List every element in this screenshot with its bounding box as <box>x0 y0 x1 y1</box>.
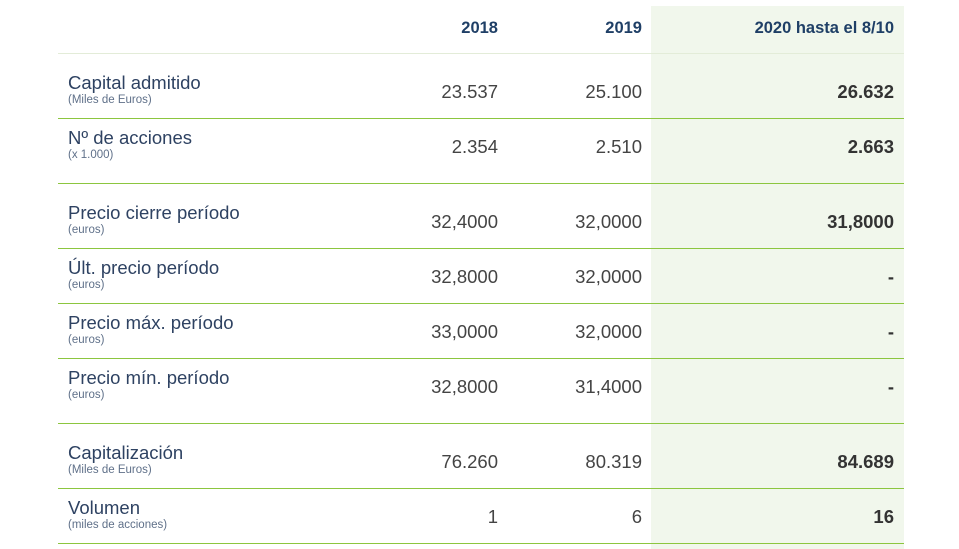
table-row: Precio máx. período (euros) 33,0000 32,0… <box>0 313 959 353</box>
row-divider <box>58 248 904 249</box>
row-label: Precio máx. período (euros) <box>68 313 234 347</box>
row-divider <box>58 543 904 544</box>
cell-2020: 84.689 <box>837 451 894 472</box>
row-divider <box>58 118 904 119</box>
row-unit: (euros) <box>68 389 105 401</box>
cell-2019: 32,0000 <box>575 321 642 342</box>
header-divider <box>58 53 904 54</box>
row-unit: (euros) <box>68 224 105 236</box>
row-title: Volumen <box>68 497 140 518</box>
row-title: Nº de acciones <box>68 127 192 148</box>
cell-2018: 23.537 <box>441 81 498 102</box>
row-label: Capital admitido (Miles de Euros) <box>68 73 201 107</box>
cell-2020: 2.663 <box>847 136 894 157</box>
row-title: Capital admitido <box>68 72 201 93</box>
row-title: Precio máx. período <box>68 312 234 333</box>
group-divider <box>58 423 904 424</box>
cell-2019: 2.510 <box>595 136 642 157</box>
row-divider <box>58 303 904 304</box>
header-2020: 2020 hasta el 8/10 <box>754 19 894 37</box>
cell-2020: 31,8000 <box>827 211 894 232</box>
row-title: Capitalización <box>68 442 184 463</box>
cell-2020: 26.632 <box>837 81 894 102</box>
cell-2019: 6 <box>631 506 642 527</box>
row-unit: (Miles de Euros) <box>68 94 152 106</box>
cell-2019: 31,4000 <box>575 376 642 397</box>
table-row: Precio cierre período (euros) 32,4000 32… <box>0 203 959 243</box>
cell-2018: 1 <box>487 506 498 527</box>
row-unit: (x 1.000) <box>68 149 114 161</box>
header-2018: 2018 <box>461 19 498 37</box>
header-2019: 2019 <box>605 19 642 37</box>
row-label: Capitalización (Miles de Euros) <box>68 443 183 477</box>
row-unit: (Miles de Euros) <box>68 464 152 476</box>
row-label: Precio cierre período (euros) <box>68 203 240 237</box>
row-label: Volumen (miles de acciones) <box>68 498 167 532</box>
cell-2018: 32,8000 <box>431 376 498 397</box>
row-divider <box>58 488 904 489</box>
group-divider <box>58 183 904 184</box>
cell-2020: - <box>887 376 894 397</box>
row-label: Nº de acciones (x 1.000) <box>68 128 192 162</box>
row-unit: (miles de acciones) <box>68 519 168 531</box>
cell-2018: 2.354 <box>451 136 498 157</box>
table-row: Capital admitido (Miles de Euros) 23.537… <box>0 73 959 113</box>
row-divider <box>58 358 904 359</box>
cell-2018: 33,0000 <box>431 321 498 342</box>
table-row: Capitalización (Miles de Euros) 76.260 8… <box>0 443 959 483</box>
cell-2020: 16 <box>873 506 894 527</box>
table-row: Últ. precio período (euros) 32,8000 32,0… <box>0 258 959 298</box>
cell-2018: 32,4000 <box>431 211 498 232</box>
highlight-column-2020 <box>651 6 904 549</box>
table-row: Volumen (miles de acciones) 1 6 16 <box>0 498 959 538</box>
row-unit: (euros) <box>68 279 105 291</box>
row-label: Últ. precio período (euros) <box>68 258 219 292</box>
table-row: Nº de acciones (x 1.000) 2.354 2.510 2.6… <box>0 128 959 168</box>
cell-2019: 80.319 <box>585 451 642 472</box>
cell-2020: - <box>887 321 894 342</box>
cell-2020: - <box>887 266 894 287</box>
cell-2019: 32,0000 <box>575 211 642 232</box>
cell-2018: 32,8000 <box>431 266 498 287</box>
row-label: Precio mín. período (euros) <box>68 368 229 402</box>
cell-2018: 76.260 <box>441 451 498 472</box>
table-row: Precio mín. período (euros) 32,8000 31,4… <box>0 368 959 408</box>
row-title: Precio cierre período <box>68 202 240 223</box>
cell-2019: 25.100 <box>585 81 642 102</box>
row-unit: (euros) <box>68 334 105 346</box>
row-title: Precio mín. período <box>68 367 230 388</box>
row-title: Últ. precio período <box>68 257 220 278</box>
cell-2019: 32,0000 <box>575 266 642 287</box>
